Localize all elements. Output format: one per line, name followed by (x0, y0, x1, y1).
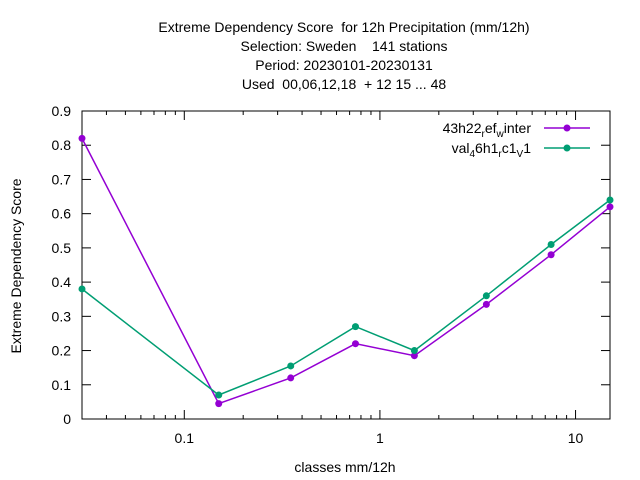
legend-label-1: val46h1rc1V1 (452, 140, 532, 160)
x-tick-label: 1 (376, 430, 384, 446)
x-tick-label: 0.1 (175, 430, 195, 446)
y-tick-label: 0.6 (52, 206, 72, 222)
y-tick-label: 0.2 (52, 343, 72, 359)
title-line: Period: 20230101-20230131 (255, 57, 433, 73)
data-point-1 (287, 362, 295, 370)
legend-label-part: inter (504, 120, 532, 136)
legend-label-part: r (482, 129, 486, 140)
legend-label-part: w (496, 129, 505, 140)
data-point-1 (547, 240, 555, 248)
y-tick-label: 0.1 (52, 377, 72, 393)
legend-marker-1 (563, 144, 571, 152)
data-point-0 (482, 300, 490, 308)
y-tick-label: 0.9 (52, 103, 72, 119)
series-line-0 (81, 138, 611, 405)
legend-label-part: val (452, 140, 470, 156)
title-line: Used 00,06,12,18 + 12 15 ... 48 (242, 76, 447, 92)
series-line-1 (81, 199, 611, 396)
y-axis-label: Extreme Dependency Score (8, 178, 24, 353)
data-point-1 (410, 347, 418, 355)
data-point-0 (78, 134, 86, 142)
x-axis-label: classes mm/12h (294, 459, 395, 475)
data-point-0 (215, 400, 223, 408)
chart-series (78, 134, 614, 408)
data-point-0 (287, 374, 295, 382)
legend-label-part: c1 (502, 140, 517, 156)
y-tick-label: 0.8 (52, 137, 72, 153)
data-point-1 (482, 292, 490, 300)
x-tick-label: 10 (568, 430, 584, 446)
chart-title: Extreme Dependency Score for 12h Precipi… (158, 19, 529, 92)
data-point-1 (78, 285, 86, 293)
legend-marker-0 (563, 124, 571, 132)
y-tick-label: 0.7 (52, 171, 72, 187)
data-point-1 (351, 323, 359, 331)
legend-label-0: 43h22refwinter (443, 120, 532, 140)
legend-label-part: V (517, 149, 524, 160)
legend-label-part: 6h1 (475, 140, 499, 156)
plot-border (81, 110, 611, 420)
y-tick-label: 0 (63, 411, 71, 427)
legend-label-part: ef (485, 120, 497, 136)
title-line: Selection: Sweden 141 stations (240, 38, 447, 54)
legend-label-part: 43h22 (443, 120, 482, 136)
legend-label-part: 1 (523, 140, 531, 156)
legend-label-part: r (498, 149, 502, 160)
data-point-0 (351, 340, 359, 348)
data-point-0 (547, 251, 555, 259)
data-point-1 (215, 391, 223, 399)
data-point-0 (606, 203, 614, 211)
y-tick-label: 0.5 (52, 240, 72, 256)
chart-axes: 0 0.1 0.2 0.3 0.4 0.5 0.6 0.7 0.8 0.9 0.1 1 10 (52, 103, 611, 446)
legend-label-part: 4 (469, 149, 475, 160)
title-line: Extreme Dependency Score for 12h Precipi… (158, 19, 529, 35)
data-point-0 (410, 352, 418, 360)
y-tick-label: 0.4 (52, 274, 72, 290)
y-tick-label: 0.3 (52, 308, 72, 324)
data-point-1 (606, 196, 614, 204)
